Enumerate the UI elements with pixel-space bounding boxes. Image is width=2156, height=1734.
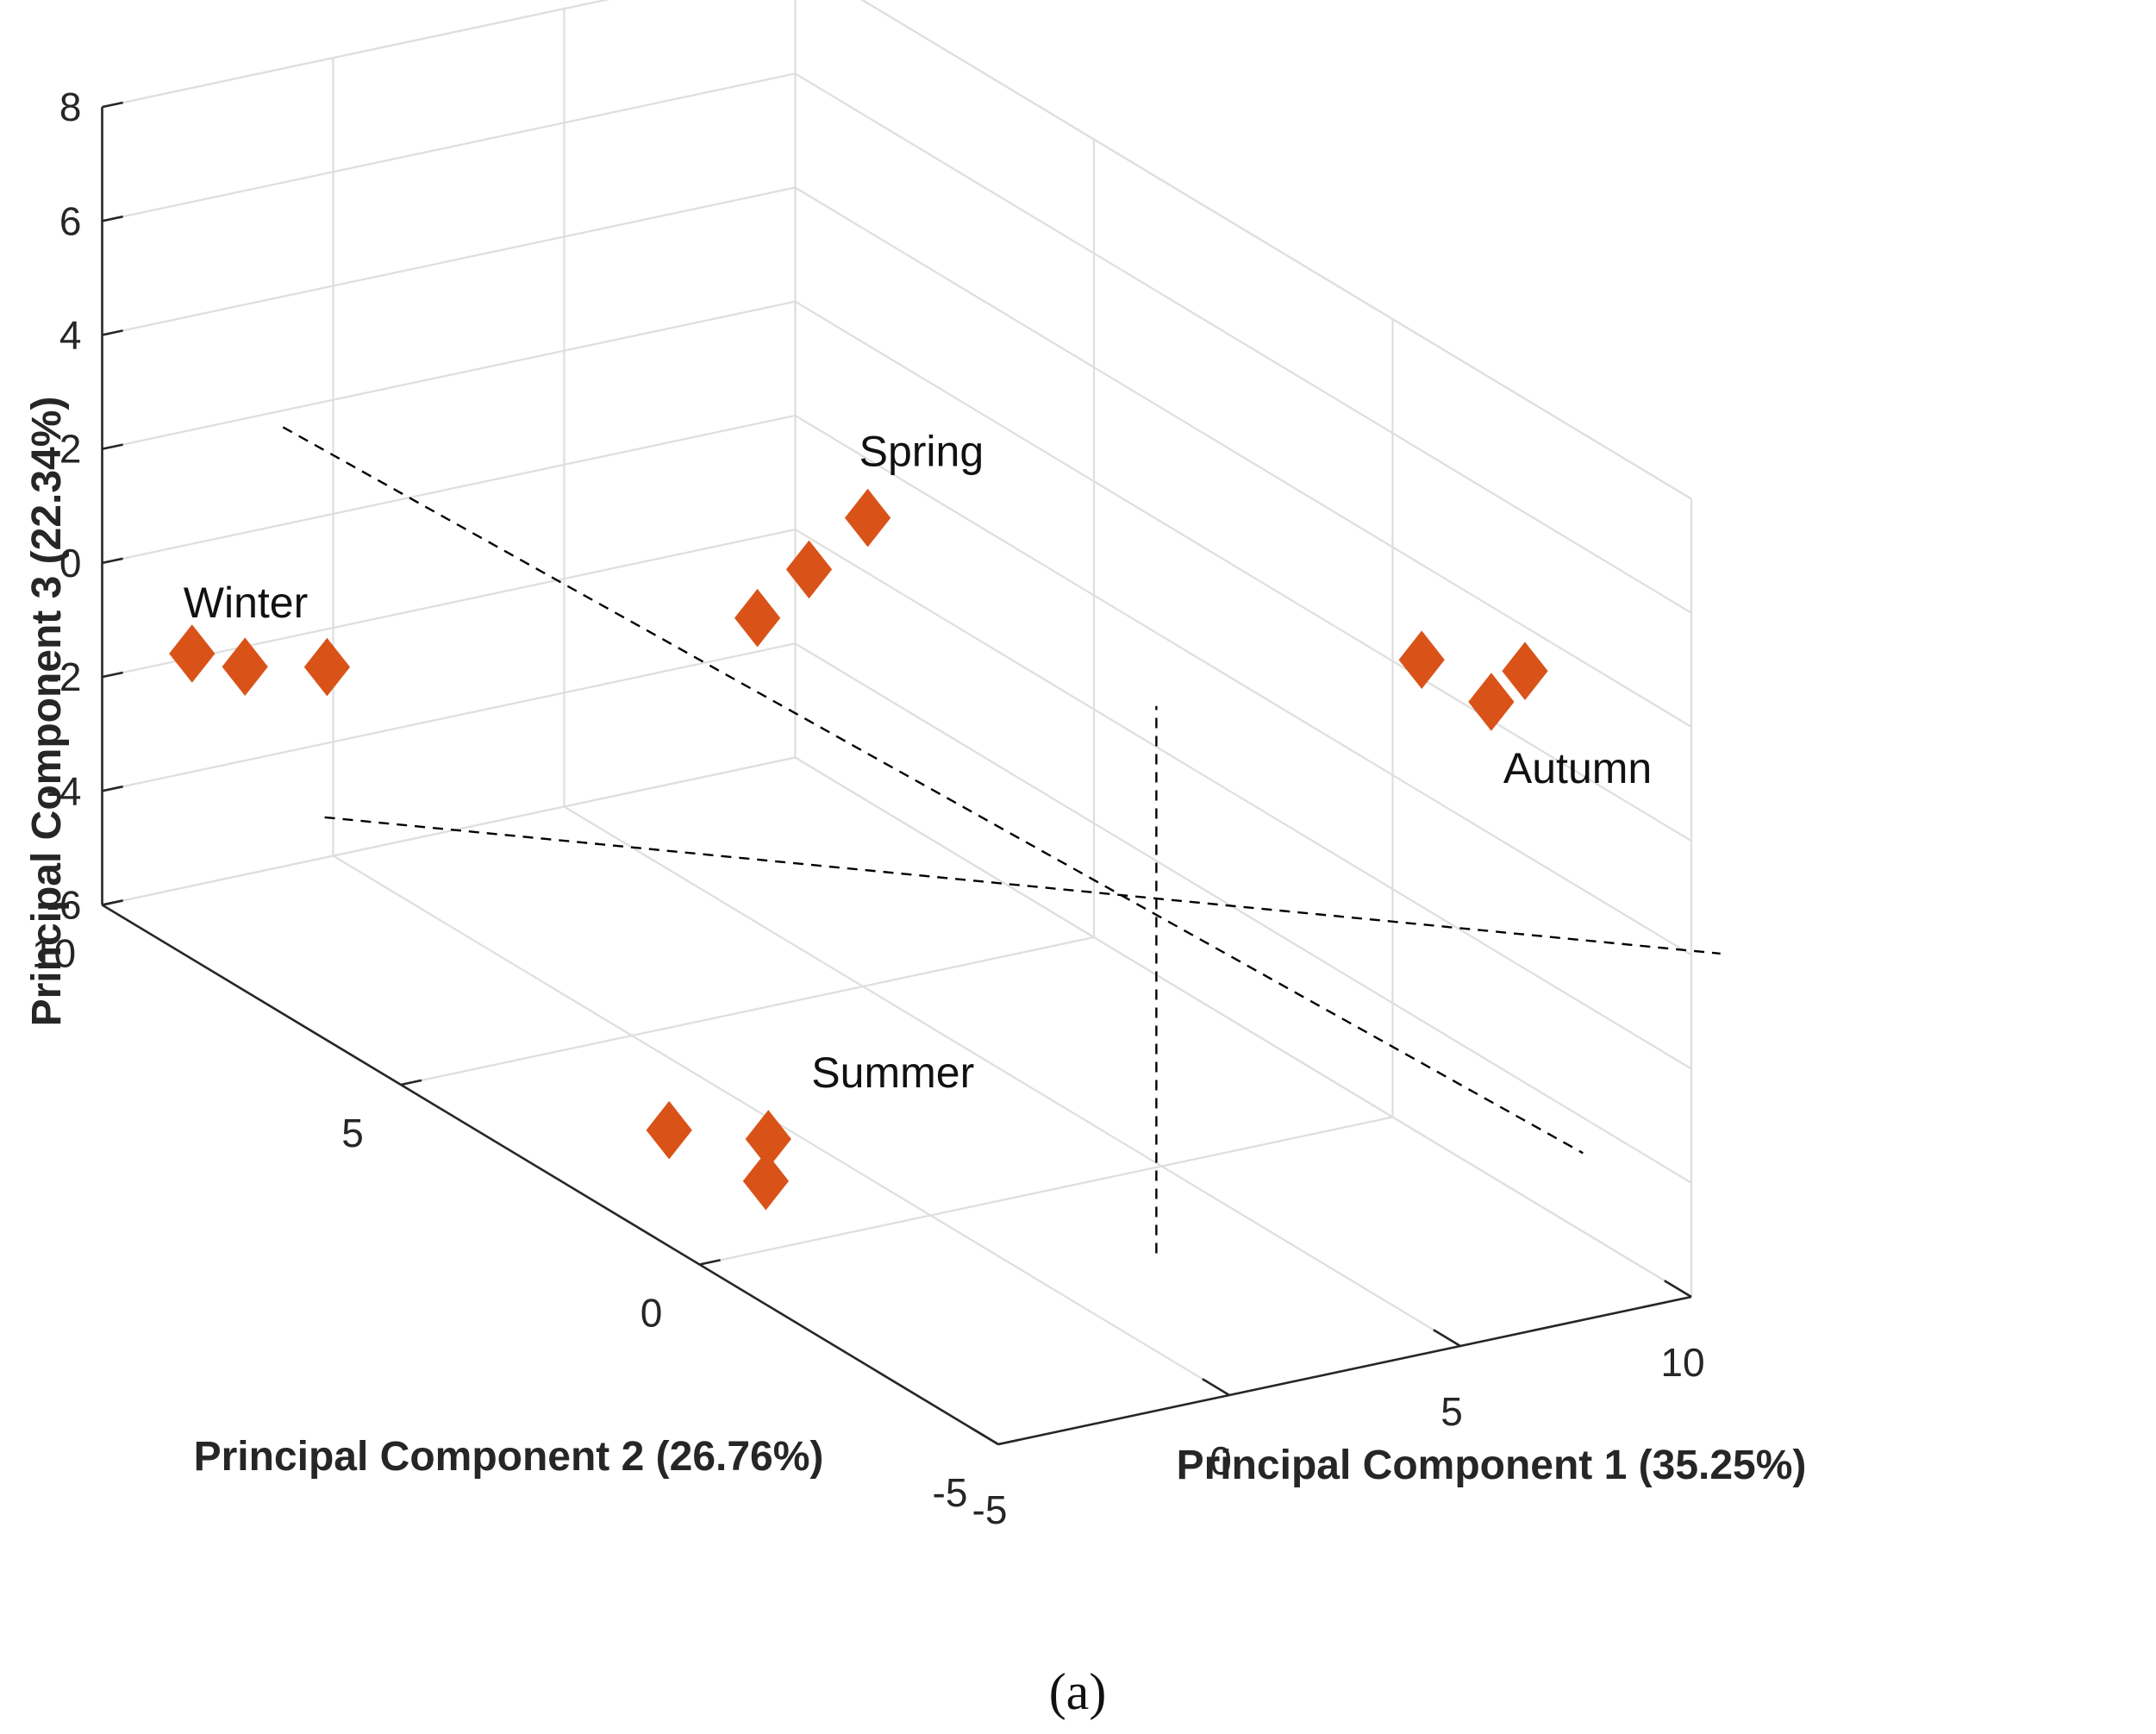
series-label-winter: Winter [184,579,308,627]
pc3-tick-mark [102,329,123,336]
data-point-winter [303,637,351,697]
data-point-spring [734,588,781,648]
pc3-tick-mark [102,215,123,222]
pc2-tick-label: 0 [641,1291,663,1336]
pc3-tick-mark [102,101,123,109]
data-point-winter [222,637,268,697]
pc2-axis-title: Principal Component 2 (26.76%) [194,1434,824,1480]
grid-line-floor-x [332,854,1230,1396]
pc2-tick-mark [699,1259,721,1266]
pc3-tick-mark [102,671,123,679]
grid-line-wall-y-horizontal [102,642,796,792]
pc1-axis-title: Principal Component 1 (35.25%) [1177,1443,1807,1488]
pc2-guide-line [282,426,1584,1155]
series-label-autumn: Autumn [1503,744,1652,792]
pc1-tick-label: -5 [972,1487,1008,1532]
data-point-summer [646,1100,692,1160]
pc3-tick-label: 8 [59,85,82,129]
dashed-guide-lines [282,426,1721,1254]
grid-line-floor-y [400,936,1095,1086]
pc1-tick-mark [1664,1280,1692,1299]
data-point-autumn [1468,673,1515,731]
pc3-tick-label: -2 [47,654,82,699]
data-point-spring [785,540,833,599]
pc3-tick-mark [102,785,123,792]
pc1-guide-line [324,816,1721,955]
pc1-axis-line [997,1295,1692,1446]
pc3-tick-label: -4 [47,768,82,813]
pc1-tick-mark [971,1427,999,1446]
grid-line-wall-y-horizontal [102,300,796,450]
pc3-tick-label: 6 [59,198,82,243]
pc2-tick-mark [400,1079,422,1086]
series-label-summer: Summer [811,1049,974,1097]
grid-line-wall-y-horizontal [102,756,796,906]
grid-line-floor-x [563,805,1461,1347]
grid-line-wall-x-horizontal [794,72,1692,614]
pc2-tick-label: 5 [341,1111,364,1155]
labels: Principal Component 1 (35.25%) Principal … [24,397,1806,1720]
pc3-tick-label: 0 [59,541,82,585]
grid-line-floor-y [699,1116,1393,1266]
pc3-tick-label: 2 [59,427,82,472]
grid-line-wall-x-horizontal [794,756,1692,1298]
grid-line-wall-x-horizontal [794,414,1692,956]
pc2-tick-label: 10 [32,931,76,976]
grid-line-wall-y-horizontal [102,0,610,109]
data-point-summer [745,1110,791,1168]
pc1-tick-label: 5 [1440,1389,1463,1434]
box-edge-top-right [860,0,1692,500]
data-point-spring [844,488,891,548]
box-edge-top-left [102,0,610,109]
pc1-tick-mark [1202,1378,1230,1397]
grid-line-wall-y-horizontal [102,186,796,336]
pc3-tick-mark [102,899,123,906]
pc1-tick-label: 10 [1660,1340,1704,1385]
figure-caption: (a) [1049,1663,1107,1720]
pc3-tick-mark [102,443,123,450]
pc2-tick-mark [997,1438,1020,1446]
grid-line-wall-y-horizontal [102,72,796,222]
grid-lines [101,0,1693,1446]
grid-line-wall-x-horizontal [794,186,1692,728]
grid-line-wall-x-horizontal [794,642,1692,1184]
grid-line-wall-x-horizontal [794,529,1692,1070]
data-points [169,488,1548,1211]
grid-line-wall-y-horizontal [102,529,796,679]
data-point-winter [169,624,216,683]
pc3-tick-mark [102,557,123,565]
pc3-tick-label: 4 [59,313,82,358]
data-point-summer [742,1151,790,1211]
series-label-spring: Spring [859,428,984,476]
pc3-axis-title: Principal Component 3 (22.34%) [24,397,70,1027]
data-point-autumn [1502,642,1548,701]
pc3-tick-label: -6 [47,883,82,928]
grid-line-wall-x-horizontal [794,300,1692,842]
grid-line-wall-y-horizontal [102,414,796,564]
data-point-autumn [1398,630,1445,690]
pc1-tick-mark [1433,1329,1461,1348]
pc1-tick-label: 0 [1209,1438,1232,1483]
grid-line-wall-x-horizontal [860,0,1692,500]
pc2-tick-label: -5 [933,1470,968,1515]
pc2-axis-line [101,904,999,1446]
